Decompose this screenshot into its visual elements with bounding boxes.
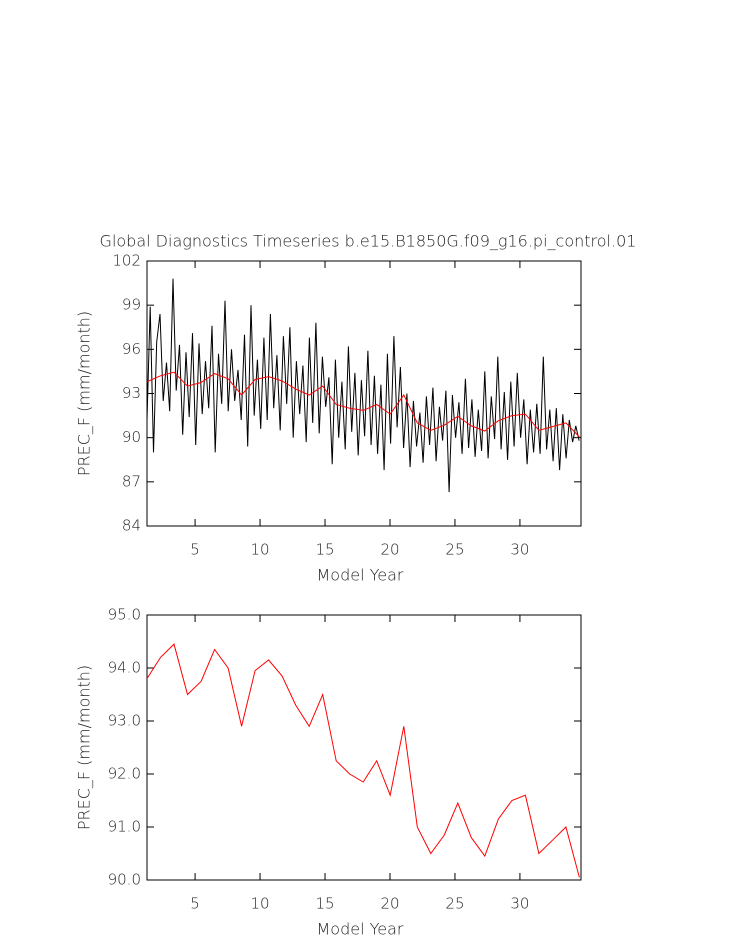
x-tick-label: 5 xyxy=(190,541,200,559)
x-axis-label: Model Year xyxy=(317,566,404,585)
x-tick-label: 30 xyxy=(510,541,529,559)
y-tick-label: 84 xyxy=(122,517,141,535)
x-tick-label: 10 xyxy=(251,895,270,913)
y-tick-label: 92.0 xyxy=(108,765,141,783)
y-tick-label: 90 xyxy=(122,428,141,446)
y-tick-label: 96 xyxy=(122,340,141,358)
y-tick-label: 93 xyxy=(122,384,141,402)
y-tick-label: 95.0 xyxy=(108,606,141,624)
data-line xyxy=(146,643,580,878)
x-tick-label: 30 xyxy=(510,895,529,913)
y-tick-label: 99 xyxy=(122,296,141,314)
x-tick-label: 15 xyxy=(315,895,334,913)
x-tick-label: 10 xyxy=(251,541,270,559)
y-axis-label: PREC_F (mm/month) xyxy=(75,311,94,476)
y-tick-label: 91.0 xyxy=(108,818,141,836)
y-axis-label: PREC_F (mm/month) xyxy=(75,665,94,830)
y-tick-label: 93.0 xyxy=(108,712,141,730)
chart-title: Global Diagnostics Timeseries b.e15.B185… xyxy=(100,232,637,251)
x-axis-label: Model Year xyxy=(317,920,404,939)
x-tick-label: 20 xyxy=(380,541,399,559)
data-line xyxy=(146,278,580,493)
plot-frame xyxy=(146,260,582,527)
y-tick-label: 90.0 xyxy=(108,871,141,889)
x-tick-label: 5 xyxy=(190,895,200,913)
y-tick-label: 102 xyxy=(112,252,141,270)
plot-frame xyxy=(146,614,582,881)
data-line xyxy=(146,371,580,438)
y-tick-label: 94.0 xyxy=(108,659,141,677)
x-tick-label: 25 xyxy=(445,541,464,559)
x-tick-label: 20 xyxy=(380,895,399,913)
y-tick-label: 87 xyxy=(122,472,141,490)
x-tick-label: 25 xyxy=(445,895,464,913)
x-tick-label: 15 xyxy=(315,541,334,559)
